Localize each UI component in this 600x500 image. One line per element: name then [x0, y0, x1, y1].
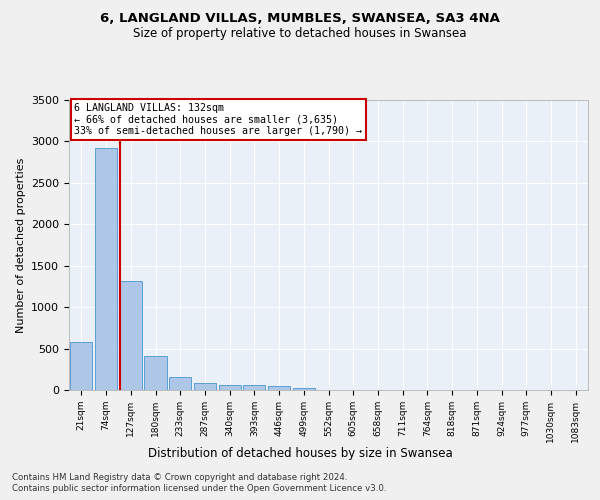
- Bar: [194, 384, 216, 390]
- Bar: [119, 280, 142, 390]
- Bar: [95, 148, 117, 390]
- Bar: [293, 388, 315, 390]
- Y-axis label: Number of detached properties: Number of detached properties: [16, 158, 26, 332]
- Bar: [70, 342, 92, 390]
- Text: 6, LANGLAND VILLAS, MUMBLES, SWANSEA, SA3 4NA: 6, LANGLAND VILLAS, MUMBLES, SWANSEA, SA…: [100, 12, 500, 26]
- Text: Size of property relative to detached houses in Swansea: Size of property relative to detached ho…: [133, 28, 467, 40]
- Text: Contains public sector information licensed under the Open Government Licence v3: Contains public sector information licen…: [12, 484, 386, 493]
- Bar: [268, 386, 290, 390]
- Bar: [145, 356, 167, 390]
- Bar: [243, 386, 265, 390]
- Text: Contains HM Land Registry data © Crown copyright and database right 2024.: Contains HM Land Registry data © Crown c…: [12, 472, 347, 482]
- Text: Distribution of detached houses by size in Swansea: Distribution of detached houses by size …: [148, 448, 452, 460]
- Bar: [169, 377, 191, 390]
- Bar: [218, 385, 241, 390]
- Text: 6 LANGLAND VILLAS: 132sqm
← 66% of detached houses are smaller (3,635)
33% of se: 6 LANGLAND VILLAS: 132sqm ← 66% of detac…: [74, 103, 362, 136]
